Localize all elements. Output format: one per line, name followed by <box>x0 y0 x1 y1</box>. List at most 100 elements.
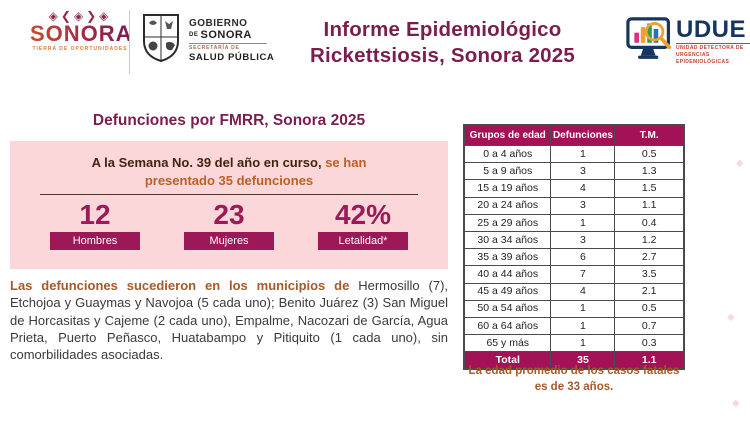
gobierno-text-block: GOBIERNO DE SONORA SECRETARÍA DE SALUD P… <box>189 18 274 63</box>
stat-mujeres-label: Mujeres <box>184 232 274 251</box>
table-cell: 1 <box>550 144 616 164</box>
summary-highlight-2: presentado 35 defunciones <box>144 172 314 188</box>
table-cell: 45 a 49 años <box>463 282 552 301</box>
age-table: Grupos de edad Defunciones T.M. 0 a 4 añ… <box>463 124 685 371</box>
gobierno-sonora-logo: GOBIERNO DE SONORA SECRETARÍA DE SALUD P… <box>141 13 274 68</box>
stat-hombres-value: 12 <box>79 199 111 231</box>
municipios-lead: Las defunciones sucedieron en los munici… <box>10 278 350 293</box>
table-cell: 7 <box>550 265 616 284</box>
table-cell: 4 <box>550 179 616 198</box>
table-row: 20 a 24 años 3 1.1 <box>463 196 685 215</box>
table-body: 0 a 4 años 1 0.5 5 a 9 años 3 1.3 15 a 19 años… <box>463 144 685 353</box>
table-row: 30 a 34 años 3 1.2 <box>463 230 685 250</box>
table-row: 15 a 19 años 4 1.5 <box>463 179 685 198</box>
table-footnote: La edad promedio de los casos fatales es… <box>455 363 693 395</box>
table-cell: 65 y más <box>463 334 552 353</box>
table-cell: 0.7 <box>614 316 685 336</box>
decorative-mark: ◆ <box>727 312 735 323</box>
table-row: 5 a 9 años 3 1.3 <box>463 162 685 181</box>
table-cell: 4 <box>550 282 616 301</box>
stat-mujeres-value: 23 <box>213 199 245 231</box>
table-row: 35 a 39 años 6 2.7 <box>463 248 685 267</box>
municipios-paragraph: Las defunciones sucedieron en los munici… <box>10 277 448 363</box>
footnote-line2: es de 33 años. <box>534 381 614 394</box>
summary-divider <box>40 194 418 196</box>
table-cell: 1 <box>550 299 616 318</box>
sonora-glyphs-icon: ◈❮◈❯◈ <box>48 9 112 23</box>
table-total-row: Total 35 1.1 <box>463 351 685 370</box>
table-cell: 0.5 <box>614 144 685 164</box>
stats-row: 12 Hombres 23 Mujeres 42% Letalidad* <box>10 199 448 251</box>
table-row: 40 a 44 años 7 3.5 <box>463 265 685 284</box>
gobierno-dept-line1: SECRETARÍA DE <box>189 45 240 52</box>
table-cell: 3 <box>550 162 616 181</box>
udue-subtitle-line2: URGENCIAS EPIDEMIOLÓGICAS <box>676 52 730 65</box>
table-cell: 20 a 24 años <box>463 196 552 215</box>
stat-letalidad-value: 42% <box>334 199 392 231</box>
table-cell: 0.5 <box>614 299 685 318</box>
table-cell: 3 <box>550 230 616 250</box>
udue-wordmark: UDUE <box>676 16 747 44</box>
table-cell: 1 <box>550 316 616 336</box>
stat-letalidad: 42% Letalidad* <box>318 199 408 251</box>
table-cell: 5 a 9 años <box>463 162 552 181</box>
summary-panel: A la Semana No. 39 del año en curso, se … <box>10 141 448 269</box>
footnote-line1: La edad promedio de los casos fatales <box>468 365 680 377</box>
table-row: 50 a 54 años 1 0.5 <box>463 299 685 318</box>
table-cell: 0.4 <box>614 213 685 232</box>
age-table-container: Grupos de edad Defunciones T.M. 0 a 4 añ… <box>463 124 685 371</box>
decorative-mark: ◆ <box>736 158 744 169</box>
table-row: 45 a 49 años 4 2.1 <box>463 282 685 301</box>
table-cell: 1.1 <box>614 196 685 215</box>
gobierno-separator <box>189 43 267 45</box>
table-cell: 1.3 <box>614 162 685 181</box>
municipios-rest: Hermosillo (7), Etchojoa y Guaymas y Nav… <box>10 278 449 363</box>
stat-hombres-label: Hombres <box>50 232 140 251</box>
table-cell: 1.5 <box>614 179 685 198</box>
table-cell: 6 <box>550 248 616 267</box>
stat-hombres: 12 Hombres <box>50 199 140 251</box>
table-cell: 40 a 44 años <box>463 265 552 284</box>
summary-lead: A la Semana No. 39 del año en curso, <box>91 155 322 170</box>
table-cell: 1.2 <box>614 230 685 250</box>
table-cell: 1 <box>550 213 616 232</box>
table-row: 60 a 64 años 1 0.7 <box>463 316 685 336</box>
table-cell: 15 a 19 años <box>463 179 552 198</box>
sonora-logo: ◈❮◈❯◈ SONORA TIERRA DE OPORTUNIDADES <box>30 9 132 53</box>
stat-mujeres: 23 Mujeres <box>184 199 274 251</box>
table-header-tm: T.M. <box>614 124 685 146</box>
total-label: Total <box>463 351 552 370</box>
summary-highlight-1: se han <box>325 155 367 170</box>
header-divider <box>129 10 130 74</box>
udue-logo: UDUE UNIDAD DETECTORA DE URGENCIAS EPIDE… <box>626 17 750 68</box>
gobierno-dept-line2: SALUD PÚBLICA <box>189 51 275 63</box>
table-cell: 1 <box>550 334 616 353</box>
table-cell: 0.3 <box>614 334 685 353</box>
table-row: 0 a 4 años 1 0.5 <box>463 144 685 164</box>
page-title: Informe Epidemiológico Rickettsiosis, So… <box>300 17 585 69</box>
table-cell: 2.7 <box>614 248 685 267</box>
summary-headline: A la Semana No. 39 del año en curso, se … <box>10 154 448 189</box>
gobierno-line1: GOBIERNO <box>189 17 248 29</box>
table-header-grupos: Grupos de edad <box>463 124 552 146</box>
table-cell: 35 a 39 años <box>463 248 552 267</box>
udue-subtitle: UNIDAD DETECTORA DE URGENCIAS EPIDEMIOLÓ… <box>676 43 750 65</box>
table-cell: 3 <box>550 196 616 215</box>
monitor-chart-magnifier-icon <box>626 17 674 68</box>
table-header-row: Grupos de edad Defunciones T.M. <box>463 124 685 146</box>
table-cell: 25 a 29 años <box>463 213 552 232</box>
table-cell: 2.1 <box>614 282 685 301</box>
table-row: 25 a 29 años 1 0.4 <box>463 213 685 232</box>
coat-of-arms-icon <box>141 13 181 68</box>
table-cell: 60 a 64 años <box>463 316 552 336</box>
table-cell: 30 a 34 años <box>463 230 552 250</box>
table-cell: 50 a 54 años <box>463 299 552 318</box>
sonora-tagline: TIERRA DE OPORTUNIDADES <box>32 46 128 53</box>
table-cell: 0 a 4 años <box>463 144 552 164</box>
table-header-defunciones: Defunciones <box>550 124 616 146</box>
gobierno-line2: DE SONORA <box>189 28 252 41</box>
total-tm: 1.1 <box>614 351 685 370</box>
decorative-mark: ◆ <box>732 398 740 409</box>
table-row: 65 y más 1 0.3 <box>463 334 685 353</box>
